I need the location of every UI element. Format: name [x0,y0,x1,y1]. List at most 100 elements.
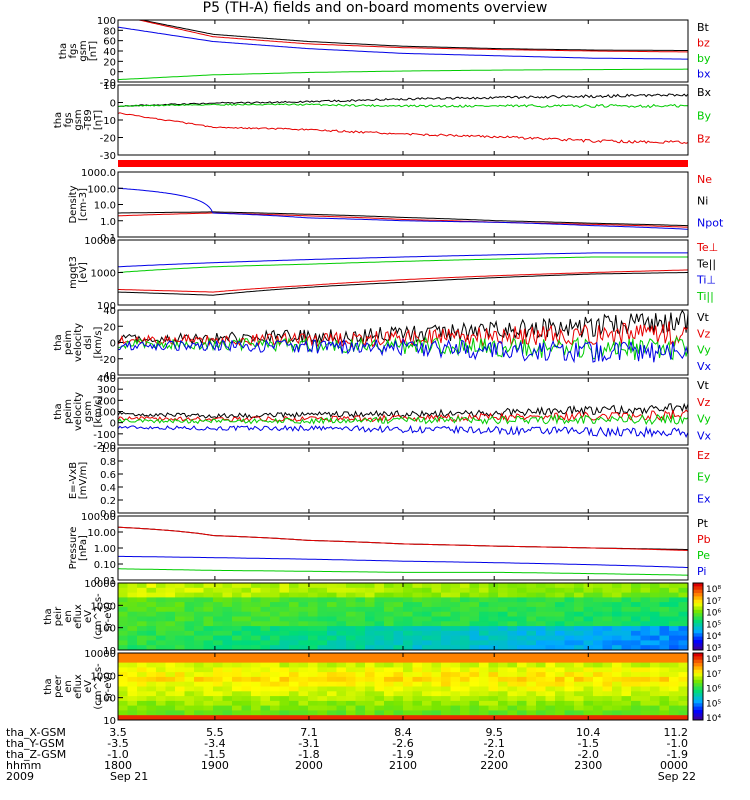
spectrogram-cell [393,616,404,622]
spectrogram-cell [659,611,670,617]
spectrogram-cell [260,616,271,622]
spectrogram-cell [659,606,670,613]
spectrogram-cell [127,597,138,603]
spectrogram-cell [507,621,518,627]
y-axis-label-line: tha [53,334,64,350]
spectrogram-cell [355,681,366,687]
spectrogram-cell [498,691,508,697]
y-tick-label: 0 [110,68,116,79]
spectrogram-cell [222,602,233,608]
y-axis-label-line: [cm-3] [78,188,89,221]
spectrogram-cell [460,667,470,673]
spectrogram-cell [488,705,499,711]
spectrogram-cell [251,710,261,716]
spectrogram-cell [374,645,385,651]
spectrogram-cell [650,640,660,646]
spectrogram-cell [232,667,242,673]
spectrogram-cell [165,657,176,664]
spectrogram-cell [336,686,347,692]
spectrogram-cell [165,587,176,594]
spectrogram-cell [526,606,537,613]
spectrogram-cell [317,626,328,632]
spectrogram-cell [545,645,556,651]
spectrogram-cell [384,715,394,721]
spectrogram-cell [593,592,603,598]
spectrogram-cell [165,645,176,651]
spectrogram-cell [431,616,442,622]
spectrogram-cell [621,597,632,603]
spectrogram-cell [678,630,689,637]
spectrogram-cell [118,700,128,707]
spectrogram-cell [327,630,337,637]
spectrogram-cell [355,592,366,598]
spectrogram-cell [384,710,394,716]
spectrogram-cell [460,653,470,659]
spectrogram-cell [156,662,166,668]
spectrogram-cell [355,662,366,668]
spectrogram-cell [203,592,214,598]
spectrogram-cell [137,672,147,678]
colorbar-cell [693,703,703,708]
spectrogram-cell [593,686,603,692]
spectrogram-cell [555,691,565,697]
spectrogram-cell [650,611,660,617]
spectrogram-cell [602,602,613,608]
spectrogram-cell [450,710,461,716]
spectrogram-cell [488,621,499,627]
spectrogram-cell [118,676,128,683]
spectrogram-cell [650,587,660,594]
footer-value: -1.9 [392,748,413,761]
spectrogram-cell [469,630,480,637]
spectrogram-cell [184,621,195,627]
spectrogram-cell [175,676,185,683]
spectrogram-cell [336,662,347,668]
spectrogram-cell [270,691,280,697]
spectrogram-cell [621,700,632,707]
spectrogram-cell [555,657,565,664]
spectrogram-cell [384,635,394,641]
spectrogram-cell [298,611,309,617]
spectrogram-cell [640,611,651,617]
spectrogram-cell [118,621,128,627]
spectrogram-cell [593,700,603,707]
spectrogram-cell [469,686,480,692]
spectrogram-cell [593,635,603,641]
spectrogram-cell [574,626,584,632]
spectrogram-cell [127,630,138,637]
y-axis-label-line: gsm [73,109,84,130]
spectrogram-cell [118,606,128,613]
spectrogram-cell [403,657,413,664]
spectrogram-cell [327,611,337,617]
spectrogram-cell [631,640,641,646]
spectrogram-cell [336,583,347,589]
spectrogram-cell [336,657,347,664]
spectrogram-cell [612,630,622,637]
spectrogram-cell [460,616,470,622]
colorbar-cell [693,603,703,607]
spectrogram-cell [118,710,128,716]
spectrogram-cell [241,635,252,641]
spectrogram-cell [175,592,185,598]
spectrogram-cell [602,626,613,632]
spectrogram-cell [175,667,185,673]
spectrogram-cell [593,626,603,632]
spectrogram-cell [336,640,347,646]
spectrogram-cell [156,635,166,641]
spectrogram-cell [621,715,632,721]
spectrogram-cell [270,640,280,646]
spectrogram-cell [650,696,660,702]
spectrogram-cell [507,583,518,589]
spectrogram-cell [165,583,176,589]
spectrogram-cell [251,686,261,692]
spectrogram-cell [441,630,451,637]
spectrogram-cell [640,672,651,678]
spectrogram-cell [175,583,185,589]
spectrogram-cell [308,700,318,707]
y-axis-label-line: [km/s] [93,326,104,358]
spectrogram-cell [298,606,309,613]
spectrogram-cell [156,621,166,627]
spectrogram-cell [203,667,214,673]
spectrogram-cell [203,611,214,617]
spectrogram-cell [146,700,157,707]
spectrogram-cell [659,587,670,594]
